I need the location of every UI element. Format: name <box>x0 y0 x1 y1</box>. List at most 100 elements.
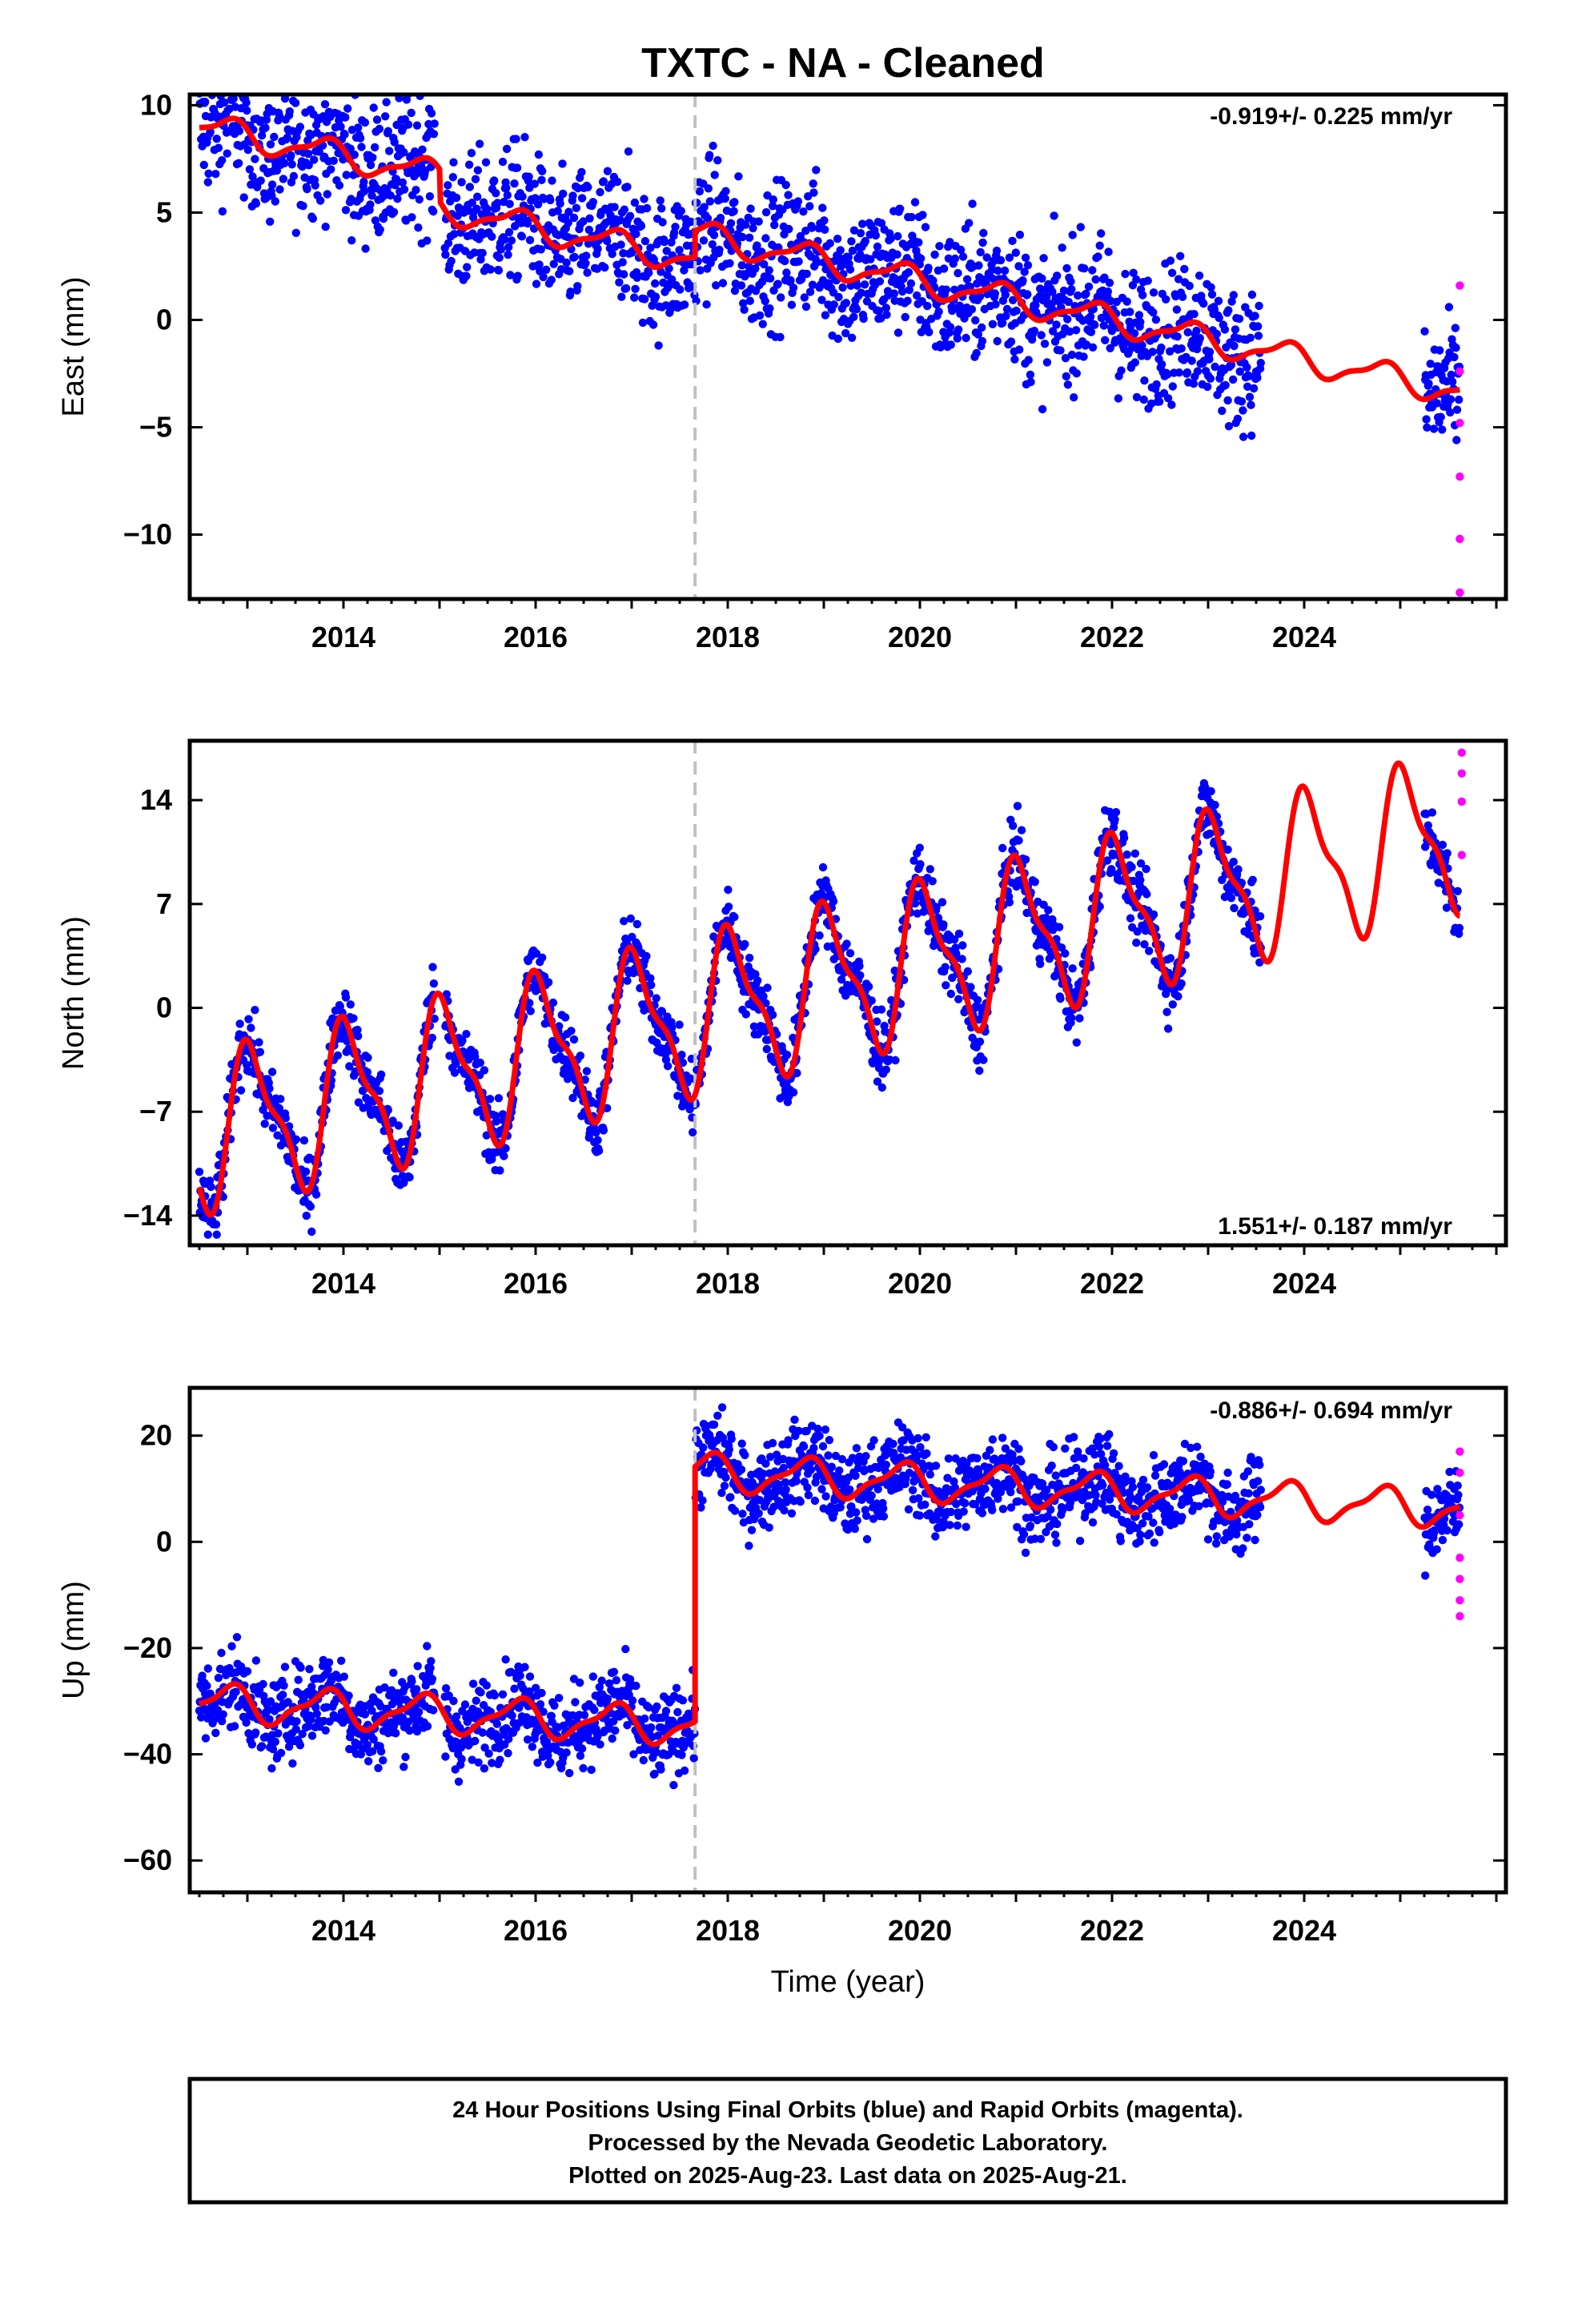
east-final-orbit-point <box>593 244 602 253</box>
east-final-orbit-point <box>483 204 492 214</box>
east-final-orbit-point <box>763 191 772 200</box>
east-final-orbit-point <box>910 198 920 207</box>
east-final-orbit-point <box>1228 375 1238 384</box>
east-final-orbit-point <box>219 98 229 107</box>
east-final-orbit-point <box>341 206 351 215</box>
north-final-orbit-point <box>1248 875 1257 885</box>
east-final-orbit-point <box>765 266 773 275</box>
up-final-orbit-point <box>604 1679 614 1688</box>
east-final-orbit-point <box>1084 282 1094 292</box>
up-final-orbit-point <box>568 1711 577 1720</box>
east-final-orbit-point <box>239 193 248 202</box>
east-final-orbit-point <box>993 336 1002 346</box>
east-final-orbit-point <box>1068 231 1077 239</box>
north-final-orbit-point <box>211 1220 221 1229</box>
east-final-orbit-point <box>299 202 307 211</box>
north-final-orbit-point <box>538 953 547 963</box>
north-final-orbit-point <box>525 999 534 1007</box>
up-final-orbit-point <box>579 1763 588 1773</box>
east-final-orbit-point <box>1065 327 1074 336</box>
east-final-orbit-point <box>1059 286 1069 296</box>
north-final-orbit-point <box>620 917 628 926</box>
east-final-orbit-point <box>579 217 588 226</box>
up-final-orbit-point <box>647 1723 656 1732</box>
east-final-orbit-point <box>1187 356 1196 365</box>
east-final-orbit-point <box>1167 400 1176 409</box>
up-final-orbit-point <box>741 1450 749 1460</box>
east-final-orbit-point <box>859 314 868 324</box>
up-final-orbit-point <box>423 1642 432 1651</box>
up-final-orbit-point <box>364 1757 373 1766</box>
east-final-orbit-point <box>978 238 987 247</box>
east-final-orbit-point <box>998 319 1007 328</box>
east-final-orbit-point <box>199 160 208 170</box>
east-final-orbit-point <box>242 99 251 107</box>
east-final-orbit-point <box>1026 377 1035 387</box>
up-final-orbit-point <box>391 1729 400 1738</box>
east-final-orbit-point <box>1091 275 1100 284</box>
up-final-orbit-point <box>790 1415 799 1425</box>
north-final-orbit-point <box>1044 906 1053 915</box>
up-final-orbit-point <box>295 1741 305 1750</box>
north-final-orbit-point <box>335 1002 344 1011</box>
east-final-orbit-point <box>471 175 480 183</box>
north-final-orbit-point <box>954 995 963 1003</box>
east-final-orbit-point <box>671 223 680 231</box>
east-final-orbit-point <box>510 179 519 188</box>
north-final-orbit-point <box>1255 958 1264 967</box>
east-final-orbit-point <box>966 282 974 292</box>
east-final-orbit-point <box>1435 346 1444 355</box>
east-model-curve <box>197 115 1462 403</box>
east-final-orbit-point <box>1227 360 1236 369</box>
east-final-orbit-point <box>1143 276 1152 285</box>
east-final-orbit-point <box>1090 320 1099 329</box>
up-final-orbit-point <box>672 1683 681 1692</box>
north-final-orbit-point <box>450 1068 460 1077</box>
east-x-tick-label: 2014 <box>311 621 375 653</box>
north-final-orbit-point <box>632 919 641 929</box>
north-final-orbit-point <box>1227 894 1236 903</box>
east-final-orbit-point <box>359 177 368 187</box>
east-final-orbit-point <box>1056 346 1065 355</box>
north-final-orbit-point <box>763 983 772 992</box>
east-final-orbit-point <box>755 311 765 320</box>
east-final-orbit-point <box>725 259 734 267</box>
east-final-orbit-point <box>505 199 514 208</box>
east-final-orbit-point <box>355 134 365 143</box>
east-final-orbit-point <box>704 184 713 193</box>
north-final-orbit-point <box>281 1114 290 1123</box>
east-final-orbit-point <box>754 217 763 226</box>
east-final-orbit-point <box>556 199 564 208</box>
east-final-orbit-point <box>646 243 655 252</box>
east-final-orbit-point <box>1207 290 1217 299</box>
east-final-orbit-point <box>852 304 861 314</box>
east-final-orbit-point <box>873 242 882 251</box>
north-x-tick-label: 2014 <box>311 1267 375 1300</box>
east-final-orbit-point <box>568 191 577 200</box>
up-final-orbit-point <box>267 1764 276 1773</box>
east-final-orbit-point <box>1023 290 1032 299</box>
east-final-orbit-point <box>861 236 870 246</box>
north-final-orbit-point <box>568 1093 577 1103</box>
up-final-orbit-point <box>576 1679 584 1687</box>
east-final-orbit-point <box>425 192 435 201</box>
east-final-orbit-point <box>721 187 730 195</box>
north-y-tick-label: −14 <box>123 1199 172 1232</box>
east-final-orbit-point <box>833 334 843 344</box>
east-final-orbit-point <box>1117 366 1126 375</box>
east-final-orbit-point <box>896 204 905 213</box>
up-final-orbit-point <box>454 1777 464 1786</box>
east-final-orbit-point <box>668 275 677 284</box>
east-final-orbit-point <box>295 123 305 131</box>
north-x-tick-label: 2018 <box>696 1267 760 1300</box>
north-x-ticks: 2014 2016 2018 2020 2022 2024 <box>198 1245 1498 1300</box>
east-final-orbit-point <box>856 250 865 259</box>
north-final-orbit-point <box>724 903 733 911</box>
east-final-orbit-point <box>415 195 424 204</box>
up-final-orbit-point <box>484 1749 493 1758</box>
north-final-orbit-point <box>494 1094 504 1103</box>
east-final-orbit-point <box>954 268 962 278</box>
north-final-orbit-point <box>526 1007 535 1015</box>
east-final-orbit-point <box>1235 367 1244 376</box>
